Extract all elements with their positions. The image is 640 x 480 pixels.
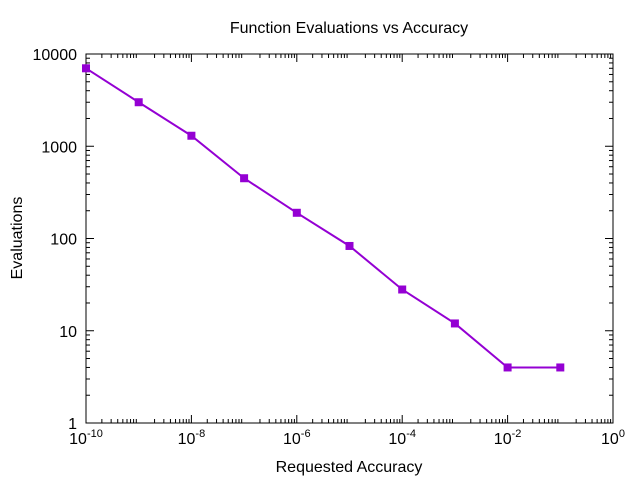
y-tick-label: 1000 xyxy=(41,139,77,156)
data-point-marker xyxy=(398,285,407,294)
y-tick-label: 10000 xyxy=(33,47,78,64)
x-tick-label: 10-2 xyxy=(494,428,522,448)
series-line xyxy=(85,67,561,369)
data-point-marker xyxy=(450,319,459,328)
data-point-marker xyxy=(292,208,301,217)
x-tick-label: 100 xyxy=(601,428,625,448)
x-tick-label: 10-10 xyxy=(69,428,103,448)
data-point-marker xyxy=(240,174,249,183)
series-layer xyxy=(82,64,565,372)
x-tick-label: 10-8 xyxy=(178,428,206,448)
y-tick-label: 10 xyxy=(59,324,77,341)
x-tick-label: 10-4 xyxy=(388,428,416,448)
x-tick-label: 10-6 xyxy=(283,428,311,448)
x-tick-labels: 10-10 10-8 10-6 10-4 10-2 100 xyxy=(69,428,625,448)
chart-title: Function Evaluations vs Accuracy xyxy=(230,20,468,37)
data-point-marker xyxy=(345,241,354,250)
y-axis-label: Evaluations xyxy=(9,197,26,280)
y-tick-labels: 1 10 100 1000 10000 xyxy=(33,47,78,433)
data-point-marker xyxy=(187,131,196,140)
x-axis-label: Requested Accuracy xyxy=(276,459,423,476)
data-point-marker xyxy=(556,363,565,372)
data-point-marker xyxy=(82,64,90,73)
data-point-marker xyxy=(134,98,143,107)
data-point-marker xyxy=(503,363,512,372)
y-tick-label: 1 xyxy=(68,416,77,433)
minor-ticks xyxy=(86,54,613,423)
major-ticks xyxy=(85,53,614,424)
y-tick-label: 100 xyxy=(50,232,77,249)
